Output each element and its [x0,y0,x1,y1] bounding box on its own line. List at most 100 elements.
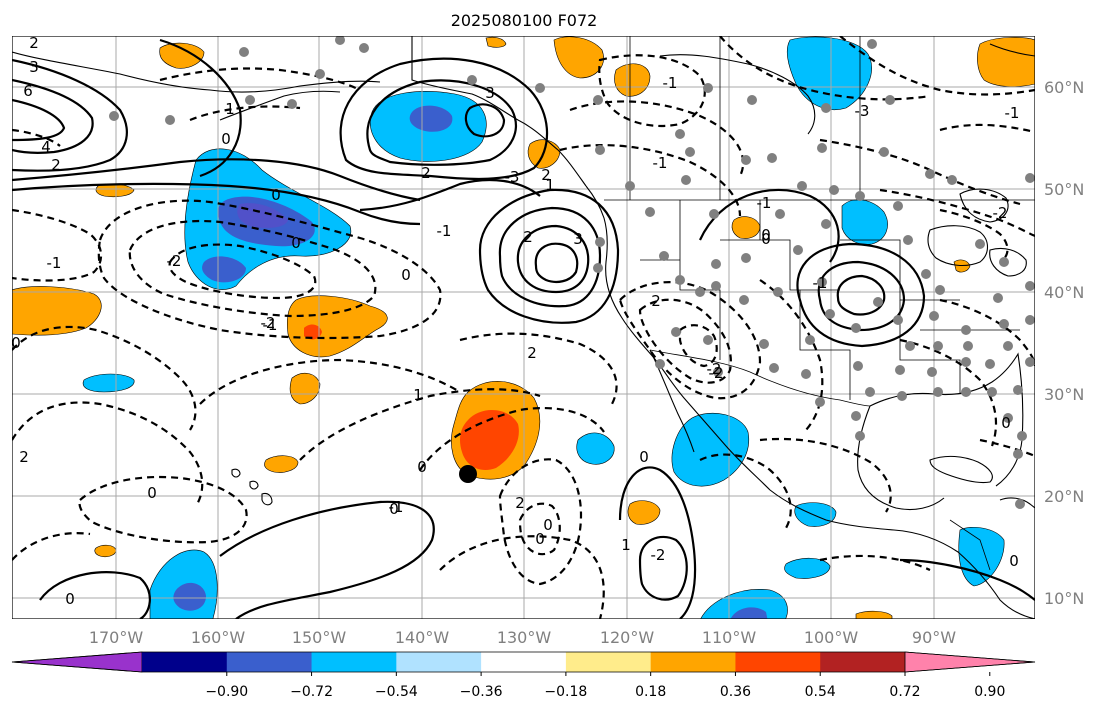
contour-label: -2 [261,314,276,332]
contour-label: -1 [653,154,668,172]
colorbar-tick-label: 0.18 [635,684,666,700]
contour-label: 0 [1001,414,1011,432]
blob-negative-mexico [671,412,750,487]
colorbar-tick-label: 0.72 [889,684,920,700]
contour-label: 2 [51,156,61,174]
contour-label: 2 [19,448,29,466]
contour-positive-high-alaska [339,57,549,181]
contour-label: 0 [543,516,553,534]
map-title: 2025080100 F072 [451,11,598,30]
latitude-labels: 60°N 50°N 40°N 30°N 20°N 10°N [1044,78,1084,608]
lon-label: 160°W [191,628,246,647]
colorbar-segment [820,652,906,672]
contour-label: 1 [413,386,423,404]
colorbar-extend-high [904,651,1036,673]
contour-label: -1 [663,74,678,92]
contour-label: 0 [291,234,301,252]
blob-negative-rockies [786,36,872,110]
contour-label: 3 [573,230,583,248]
lon-label: 90°W [912,628,956,647]
lat-label: 40°N [1044,283,1084,302]
contour-label: -1 [1005,104,1020,122]
colorbar-segment [650,652,736,672]
contour-label: 2 [523,228,533,246]
shaded-anomalies [12,36,1035,619]
contour-label: -1 [757,194,772,212]
contour-label: -1 [813,274,828,292]
lon-label: 100°W [804,628,859,647]
longitude-labels: 170°W 160°W 150°W 140°W 130°W 120°W 110°… [89,628,956,647]
storm-center-marker [459,465,477,483]
contour-label: 0 [1009,552,1019,570]
contour-negative-western-trough [618,281,762,400]
contour-label: 2 [651,292,661,310]
colorbar-segment [481,652,567,672]
station-markers [109,36,1035,509]
colorbar-tick-label: −0.54 [375,684,418,700]
colorbar-tick-label: −0.72 [290,684,333,700]
lon-label: 130°W [497,628,552,647]
contour-positive-continental-high [796,242,926,348]
political-borders [604,36,1035,571]
contour-label: 0 [147,484,157,502]
contour-label: 6 [23,82,33,100]
contour-label: 1 [545,176,555,194]
contour-label: 3 [485,84,495,102]
colorbar-segment [735,652,821,672]
contour-label: 0 [417,458,427,476]
contour-negative-central-pacific [97,199,442,340]
contour-label: 0 [401,266,411,284]
lon-label: 110°W [702,628,757,647]
contour-label: 1 [621,536,631,554]
colorbar-segment [142,652,228,672]
colorbar-tick-label: 0.90 [974,684,1005,700]
lat-label: 60°N [1044,78,1084,97]
contour-positive-north-pacific [12,182,421,226]
contour-label: 0 [639,448,649,466]
blob-positive-pacific [286,295,388,358]
lon-label: 120°W [600,628,655,647]
contour-label: -1 [437,222,452,240]
colorbar-tick-label: 0.54 [805,684,836,700]
contour-label: -2 [707,360,722,378]
contour-label: -3 [505,168,520,186]
colorbar: −0.90 −0.72 −0.54 −0.36 −0.18 0.18 0.36 0.54 0.7… [11,651,1036,700]
contour-label: -3 [855,102,870,120]
contour-label: -2 [167,252,182,270]
contour-label: -2 [651,546,666,564]
colorbar-segment [396,652,482,672]
contour-label: 0 [535,530,545,548]
colorbar-segment [226,652,313,672]
lat-label: 30°N [1044,385,1084,404]
contour-label: 2 [515,494,525,512]
colorbar-tick-label: −0.90 [205,684,248,700]
coastlines [12,36,1035,619]
lat-label: 50°N [1044,180,1084,199]
contour-label: 0 [221,130,231,148]
contour-label: -2 [993,204,1008,222]
lat-label: 10°N [1044,589,1084,608]
contour-label: 4 [41,138,51,156]
contour-label: 2 [421,164,431,182]
contour-positive-ridge-california [478,188,620,324]
contour-label: 1 [225,100,235,118]
colorbar-segment [311,652,397,672]
lat-label: 20°N [1044,487,1084,506]
contour-label: 0 [761,226,771,244]
lon-label: 170°W [89,628,144,647]
contour-label: 3 [29,58,39,76]
contour-label: -1 [389,498,404,516]
colorbar-segment [565,652,652,672]
contour-label: 2 [29,34,39,52]
colorbar-tick-label: 0.36 [720,684,751,700]
colorbar-tick-label: −0.18 [544,684,587,700]
contour-label: 0 [65,590,75,608]
lon-label: 140°W [395,628,450,647]
contours [12,36,1035,619]
contour-label: 2 [527,344,537,362]
contour-label: -2 [709,364,724,382]
contour-label: -1 [263,316,278,334]
